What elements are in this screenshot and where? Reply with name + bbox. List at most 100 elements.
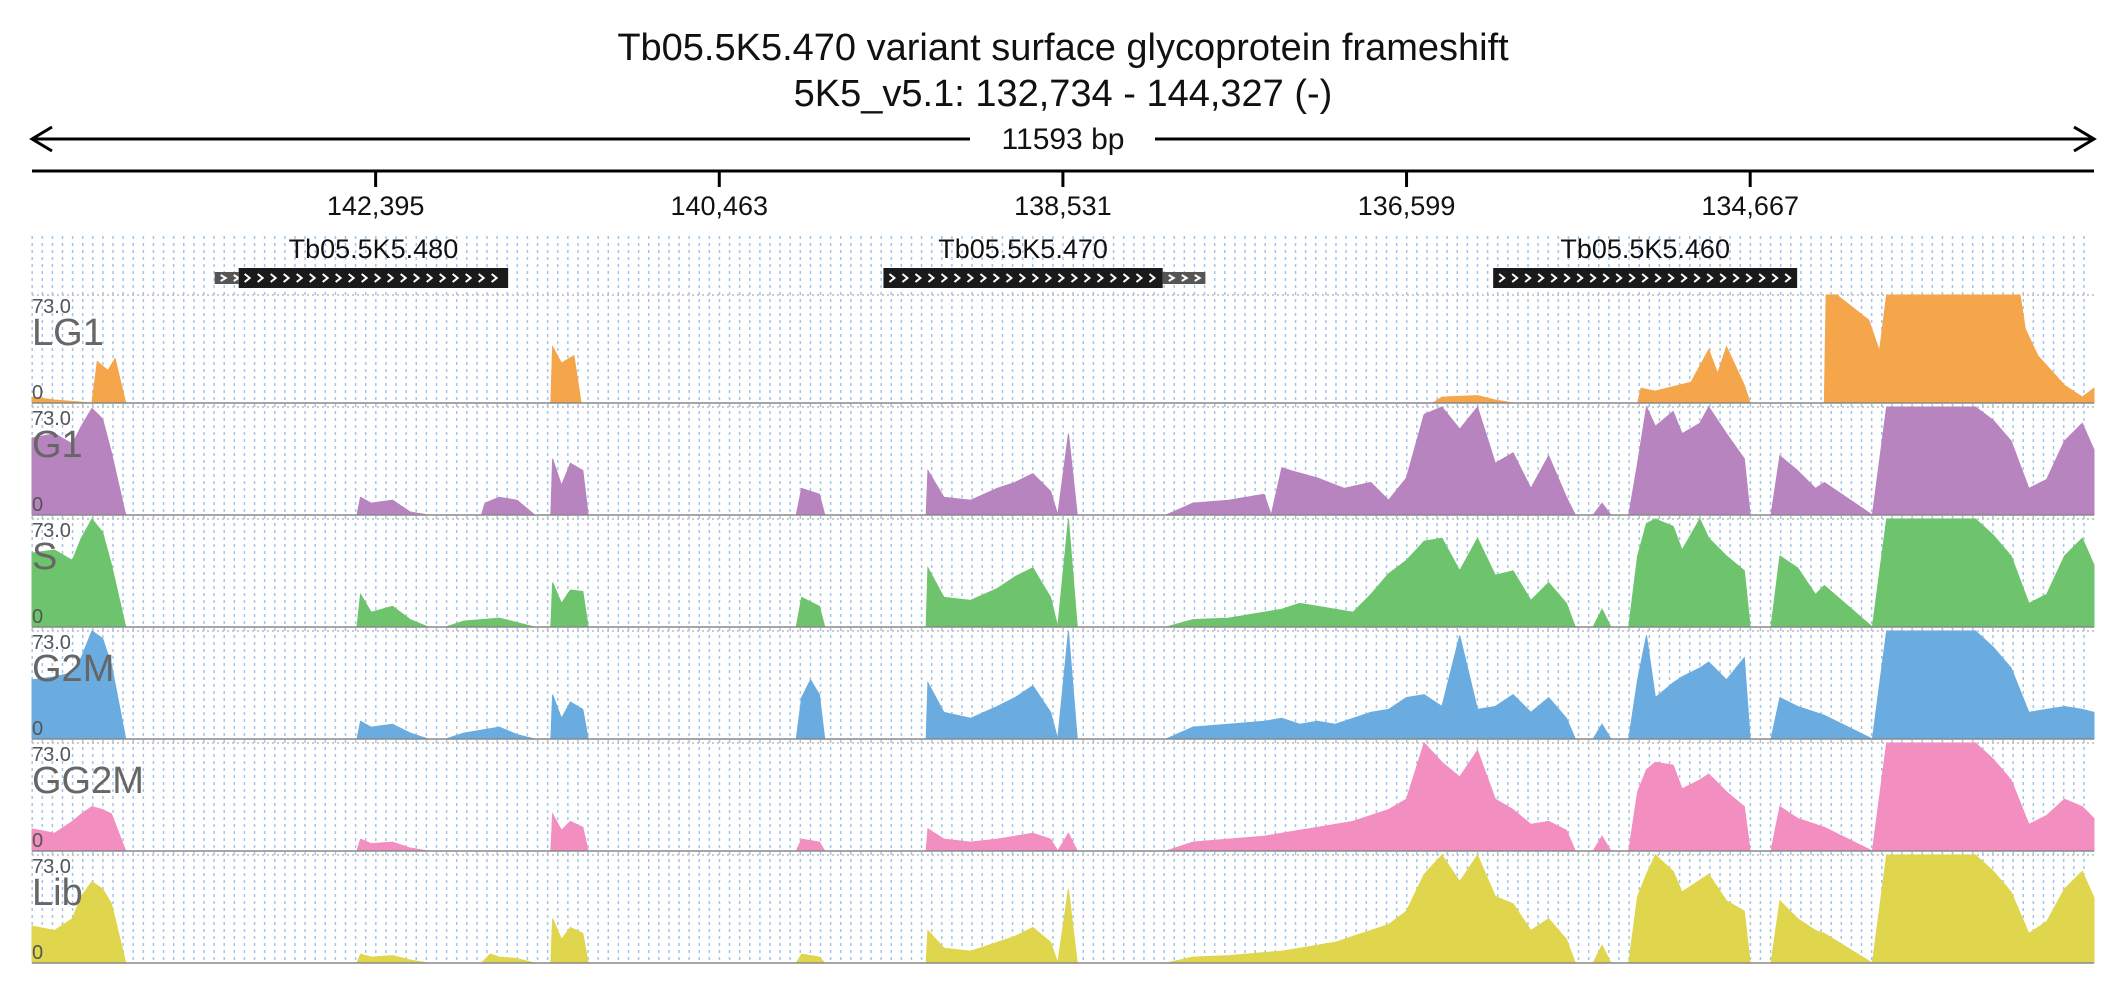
gene-strand-arrow — [1563, 273, 1571, 283]
gene-strand-arrow — [979, 273, 988, 283]
gene-strand-arrow — [1122, 273, 1131, 283]
gene-strand-arrow — [1771, 273, 1779, 283]
gene-strand-arrow — [439, 273, 447, 283]
gene-strand-arrow — [1745, 273, 1753, 283]
gene-strand-arrow — [1615, 273, 1623, 283]
gene-strand-arrow — [1135, 273, 1144, 283]
gene-strand-arrow — [374, 273, 382, 283]
gene-strand-arrow — [1641, 273, 1649, 283]
gene-strand-arrow — [322, 273, 330, 283]
gene-strand-arrow — [220, 274, 228, 282]
gene-strand-arrow — [257, 273, 265, 283]
gene-strand-arrow — [1758, 273, 1766, 283]
gene-strand-arrow — [1070, 273, 1079, 283]
gene-strand-arrow — [1083, 273, 1092, 283]
track-name-label: GG2M — [32, 760, 144, 802]
track-ymin-label: 0 — [32, 942, 43, 964]
gene-strand-arrow — [348, 273, 356, 283]
gene-track: Tb05.5K5.480 Tb05.5K5.470 Tb05.5K5.460 — [214, 234, 1798, 288]
gene-strand-arrow — [1044, 273, 1053, 283]
gene-strand-arrow — [244, 273, 252, 283]
gene-body — [238, 268, 509, 288]
gene-strand-arrow — [1680, 273, 1688, 283]
gene-strand-arrow — [953, 273, 962, 283]
track-g2m: 73.0 0 G2M — [31, 630, 2095, 740]
track-name-label: G1 — [32, 424, 83, 466]
gene-strand-arrow — [1706, 273, 1714, 283]
gene-feature: Tb05.5K5.480 — [214, 234, 509, 288]
gene-label: Tb05.5K5.470 — [938, 234, 1108, 264]
gene-strand-arrow — [233, 274, 241, 282]
gene-strand-arrow — [1194, 274, 1202, 282]
gene-strand-arrow — [1498, 273, 1506, 283]
coverage-tracks: 73.00LG173.00G173.00S73.00G2M73.00GG2M73… — [31, 294, 2095, 964]
gene-strand-arrow — [309, 273, 317, 283]
track-gg2m: 73.0 0 GG2M — [31, 742, 2095, 852]
track-ymax-label: 73.0 — [32, 632, 71, 654]
track-ymax-label: 73.0 — [32, 408, 71, 430]
gene-strand-arrow — [992, 273, 1001, 283]
gene-feature: Tb05.5K5.460 — [1493, 234, 1798, 288]
gene-body — [1493, 268, 1798, 288]
gene-strand-arrow — [1576, 273, 1584, 283]
track-name-label: G2M — [32, 648, 114, 690]
track-name-label: Lib — [32, 872, 83, 914]
coverage-area-lib — [31, 853, 2095, 964]
track-ymin-label: 0 — [32, 718, 43, 740]
gene-strand-arrow — [1524, 273, 1532, 283]
figure-title-line2: 5K5_v5.1: 132,734 - 144,327 (-) — [794, 73, 1333, 115]
track-name-label: LG1 — [32, 312, 104, 354]
track-ymax-label: 73.0 — [32, 296, 71, 318]
coverage-area-s — [31, 517, 2095, 628]
track-ymin-label: 0 — [32, 606, 43, 628]
gene-strand-arrow — [270, 273, 278, 283]
gene-strand-arrow — [1018, 273, 1027, 283]
gene-strand-arrow — [426, 273, 434, 283]
gene-feature: Tb05.5K5.470 — [883, 234, 1206, 288]
gene-strand-arrow — [1511, 273, 1519, 283]
gene-strand-arrow — [283, 273, 291, 283]
ruler-tick-label: 136,599 — [1358, 191, 1456, 221]
gene-strand-arrow — [1148, 273, 1157, 283]
gene-strand-arrow — [940, 273, 949, 283]
gene-strand-arrow — [1537, 273, 1545, 283]
ruler-tick-label: 140,463 — [670, 191, 768, 221]
gene-strand-arrow — [413, 273, 421, 283]
scale-bar-label: 11593 bp — [1002, 123, 1125, 156]
gene-strand-arrow — [296, 273, 304, 283]
gene-strand-arrow — [1784, 273, 1792, 283]
ruler-tick-label: 134,667 — [1701, 191, 1799, 221]
ruler-ticks: 142,395 140,463 138,531 136,599 134,667 — [327, 171, 1799, 221]
coverage-area-lg1 — [31, 294, 2095, 404]
gene-strand-arrow — [1589, 273, 1597, 283]
gene-strand-arrow — [927, 273, 936, 283]
gene-strand-arrow — [1005, 273, 1014, 283]
gene-strand-arrow — [465, 273, 473, 283]
gene-label: Tb05.5K5.480 — [289, 234, 459, 264]
gene-strand-arrow — [478, 273, 486, 283]
gene-strand-arrow — [1550, 273, 1558, 283]
gene-strand-arrow — [1628, 273, 1636, 283]
gene-strand-arrow — [1693, 273, 1701, 283]
coverage-area-g2m — [31, 630, 2095, 740]
gene-strand-arrow — [1109, 273, 1118, 283]
ruler-tick-label: 138,531 — [1014, 191, 1112, 221]
gene-strand-arrow — [1096, 273, 1105, 283]
gene-strand-arrow — [888, 273, 897, 283]
gene-strand-arrow — [400, 273, 408, 283]
gene-strand-arrow — [491, 273, 499, 283]
gene-label: Tb05.5K5.460 — [1560, 234, 1730, 264]
scale-bar-arrow-left — [29, 125, 53, 153]
track-ymin-label: 0 — [32, 382, 43, 404]
track-ymax-label: 73.0 — [32, 744, 71, 766]
figure-title-line1: Tb05.5K5.470 variant surface glycoprotei… — [617, 27, 1509, 69]
ruler-tick-label: 142,395 — [327, 191, 425, 221]
gene-strand-arrow — [1654, 273, 1662, 283]
gene-strand-arrow — [1732, 273, 1740, 283]
gene-strand-arrow — [1667, 273, 1675, 283]
gene-strand-arrow — [1719, 273, 1727, 283]
gene-strand-arrow — [1168, 274, 1176, 282]
gene-strand-arrow — [387, 273, 395, 283]
gene-strand-arrow — [901, 273, 910, 283]
